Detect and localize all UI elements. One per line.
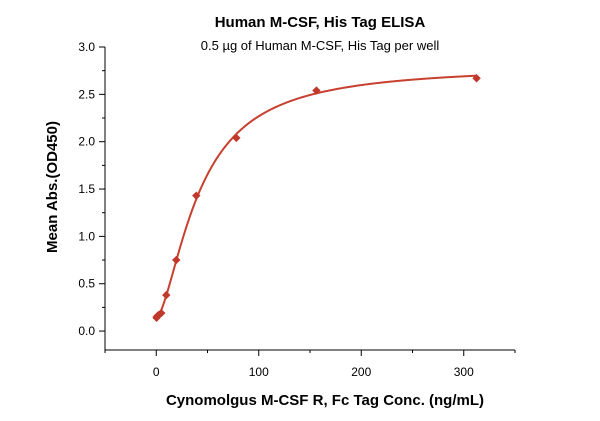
data-point [312,86,321,95]
chart-subtitle: 0.5 µg of Human M-CSF, His Tag per well [201,38,440,53]
data-point [232,133,241,143]
y-axis-ticks: 0.0 0.5 1.0 1.5 2.0 2.5 3.0 [78,40,105,338]
data-point [172,255,181,265]
data-point [162,290,171,300]
fit-curve [155,74,477,319]
data-points [152,74,481,323]
y-tick-label: 0.0 [78,324,95,338]
data-point [472,74,481,83]
x-axis-ticks: 0 100 200 300 [104,350,516,379]
y-tick-label: 1.0 [78,229,95,243]
y-axis-title: Mean Abs.(OD450) [44,121,61,253]
y-tick-label: 2.0 [78,135,95,149]
y-tick-label: 1.5 [78,182,95,196]
y-tick-label: 0.5 [78,277,95,291]
plot-axes [104,47,515,351]
x-tick-label: 300 [454,365,474,379]
chart-title: Human M-CSF, His Tag ELISA [215,14,426,31]
y-tick-label: 2.5 [78,87,95,101]
data-point [192,191,201,200]
y-tick-label: 3.0 [78,40,95,54]
data-point [157,308,166,318]
x-tick-label: 200 [351,365,371,379]
x-tick-label: 0 [153,365,160,379]
x-axis-title: Cynomolgus M-CSF R, Fc Tag Conc. (ng/mL) [166,392,484,409]
x-tick-label: 100 [249,365,269,379]
